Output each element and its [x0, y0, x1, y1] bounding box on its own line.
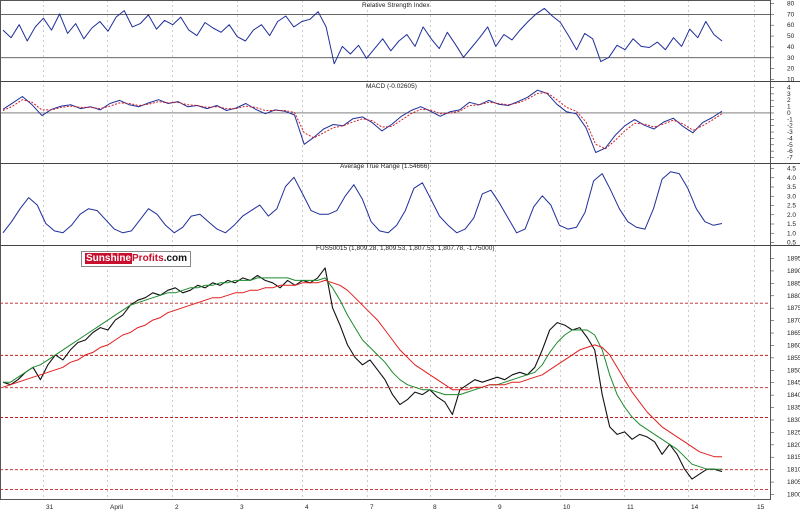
price-y-tick-label: 1830: [787, 417, 800, 424]
macd-signal-line: [2, 92, 723, 150]
macd-y-tick-label: -2: [787, 123, 793, 130]
price-y-tick-label: 1815: [787, 454, 800, 461]
price-y-tick-label: 1800: [787, 492, 800, 499]
x-tick-label: 14: [691, 504, 699, 511]
long-moving-average-line: [2, 279, 722, 458]
macd-y-tick-label: 3: [787, 91, 791, 98]
marks-layer: [2, 7, 723, 480]
brand-logo: SunshineProfits.com: [81, 251, 192, 267]
price-y-tick-label: 1840: [787, 392, 800, 399]
atr-y-tick-label: 3.0: [787, 193, 796, 200]
x-tick-label: 2: [175, 504, 179, 511]
price-y-tick-label: 1855: [787, 355, 800, 362]
price-y-tick-label: 1885: [787, 280, 800, 287]
brand-part-domain: .com: [163, 253, 188, 264]
rsi-line: [2, 7, 723, 65]
rsi-y-tick-label: 70: [787, 11, 795, 18]
rsi-y-tick-label: 20: [787, 66, 795, 73]
macd-y-tick-label: -4: [787, 135, 793, 142]
x-tick-label: 15: [757, 504, 765, 511]
price-y-tick-label: 1875: [787, 305, 800, 312]
brand-part-sunshine: Sunshine: [85, 253, 133, 264]
macd-y-tick-label: 0: [787, 110, 791, 117]
price-line: [2, 267, 723, 480]
atr-line: [2, 171, 723, 234]
macd-y-tick-label: 1: [787, 104, 791, 111]
price-y-tick-label: 1805: [787, 479, 800, 486]
macd-panel-title: MACD (-0.02605): [366, 83, 417, 90]
x-tick-label: 4: [305, 504, 309, 511]
rsi-y-tick-label: 80: [787, 1, 795, 8]
price-y-tick-label: 1880: [787, 293, 800, 300]
rsi-y-tick-label: 40: [787, 44, 795, 51]
rsi-y-tick-label: 10: [787, 77, 795, 84]
price-y-tick-label: 1820: [787, 442, 800, 449]
price-y-tick-label: 1890: [787, 268, 800, 275]
x-tick-label: 11: [627, 504, 634, 511]
price-y-tick-label: 1825: [787, 429, 800, 436]
price-y-tick-label: 1850: [787, 367, 800, 374]
macd-y-tick-label: -7: [787, 155, 793, 162]
atr-y-tick-label: 1.5: [787, 221, 796, 228]
price-y-tick-label: 1865: [787, 330, 800, 337]
rsi-y-tick-label: 60: [787, 22, 795, 29]
rsi-panel-title: Relative Strength Index: [362, 2, 430, 9]
atr-y-tick-label: 2.5: [787, 203, 796, 210]
x-tick-label: 3: [240, 504, 244, 511]
panel-frames: [0, 0, 800, 500]
brand-part-profits: Profits: [132, 253, 164, 264]
x-tick-label: 10: [563, 504, 571, 511]
price-y-tick-label: 1895: [787, 256, 800, 263]
labels-layer: Relative Strength Index MACD (-0.02605) …: [46, 1, 800, 512]
x-tick-label: 9: [498, 504, 502, 511]
short-moving-average-line: [3, 277, 722, 470]
rsi-y-tick-label: 30: [787, 55, 795, 62]
x-tick-label: 7: [370, 504, 374, 511]
macd-y-tick-label: 2: [787, 97, 791, 104]
atr-y-tick-label: 1.0: [787, 230, 796, 237]
x-tick-label: April: [110, 504, 124, 511]
atr-y-tick-label: 3.5: [787, 184, 796, 191]
price-y-tick-label: 1835: [787, 405, 800, 412]
atr-y-tick-label: 0.5: [787, 240, 796, 247]
chart-frame: [0, 0, 771, 500]
atr-panel-title: Average True Range (1.54666): [340, 163, 430, 170]
price-y-tick-label: 1860: [787, 342, 800, 349]
macd-y-tick-label: 4: [787, 85, 791, 92]
rsi-y-tick-label: 50: [787, 33, 795, 40]
atr-y-tick-label: 2.0: [787, 212, 796, 219]
macd-y-tick-label: -1: [787, 116, 793, 123]
price-y-tick-label: 1845: [787, 380, 800, 387]
price-panel-title: FUS50015 (1,809.28, 1,809.53, 1,807.53, …: [316, 245, 495, 252]
price-y-tick-label: 1870: [787, 318, 800, 325]
macd-y-tick-label: -5: [787, 142, 793, 149]
atr-y-tick-label: 4.5: [787, 166, 796, 173]
atr-y-tick-label: 4.0: [787, 175, 796, 182]
macd-y-tick-label: -3: [787, 129, 793, 136]
macd-line: [2, 89, 723, 153]
grid-layer: [0, 0, 770, 499]
macd-y-tick-label: -6: [787, 148, 793, 155]
x-tick-label: 8: [433, 504, 437, 511]
price-y-tick-label: 1810: [787, 467, 800, 474]
x-tick-label: 31: [46, 504, 54, 511]
